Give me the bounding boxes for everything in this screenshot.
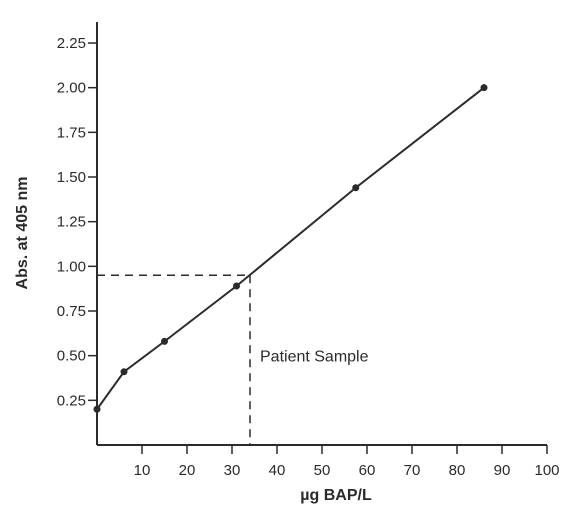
y-tick-label: 0.75 bbox=[57, 303, 86, 320]
x-tick-label: 50 bbox=[314, 462, 331, 479]
data-point bbox=[120, 368, 128, 376]
data-point bbox=[480, 84, 488, 92]
data-point bbox=[233, 282, 240, 290]
series bbox=[93, 84, 488, 413]
y-tick-label: 1.75 bbox=[57, 124, 86, 141]
x-tick-label: 10 bbox=[134, 462, 151, 479]
x-tick-label: 100 bbox=[534, 462, 559, 479]
x-tick-label: 20 bbox=[179, 462, 196, 479]
y-tick-label: 0.50 bbox=[57, 348, 86, 365]
x-tick-label: 30 bbox=[224, 462, 241, 479]
y-tick-label: 1.00 bbox=[57, 258, 86, 275]
x-tick-label: 70 bbox=[404, 462, 421, 479]
x-tick-label: 60 bbox=[359, 462, 376, 479]
x-axis-title: µg BAP/L bbox=[300, 487, 372, 504]
series-line bbox=[96, 86, 485, 410]
data-point bbox=[161, 337, 168, 345]
y-tick-label: 1.25 bbox=[57, 214, 86, 231]
x-ticks: 10 20 30 40 50 60 70 80 90 100 bbox=[134, 445, 560, 479]
y-axis-title: Abs. at 405 nm bbox=[14, 177, 31, 290]
x-tick-label: 40 bbox=[269, 462, 286, 479]
y-tick-label: 2.25 bbox=[57, 35, 86, 52]
y-tick-label: 1.50 bbox=[57, 169, 86, 186]
patient-sample-label: Patient Sample bbox=[260, 349, 369, 366]
y-tick-label: 2.00 bbox=[57, 80, 86, 97]
y-tick-label: 0.25 bbox=[57, 392, 86, 409]
axes bbox=[96, 22, 547, 446]
x-tick-label: 80 bbox=[449, 462, 466, 479]
y-ticks: 0.25 0.50 0.75 1.00 1.25 1.50 1.75 2.00 2.25 bbox=[57, 35, 97, 409]
x-tick-label: 90 bbox=[494, 462, 511, 479]
patient-sample-guides bbox=[97, 274, 251, 445]
data-point bbox=[93, 405, 101, 413]
data-point bbox=[352, 184, 360, 192]
